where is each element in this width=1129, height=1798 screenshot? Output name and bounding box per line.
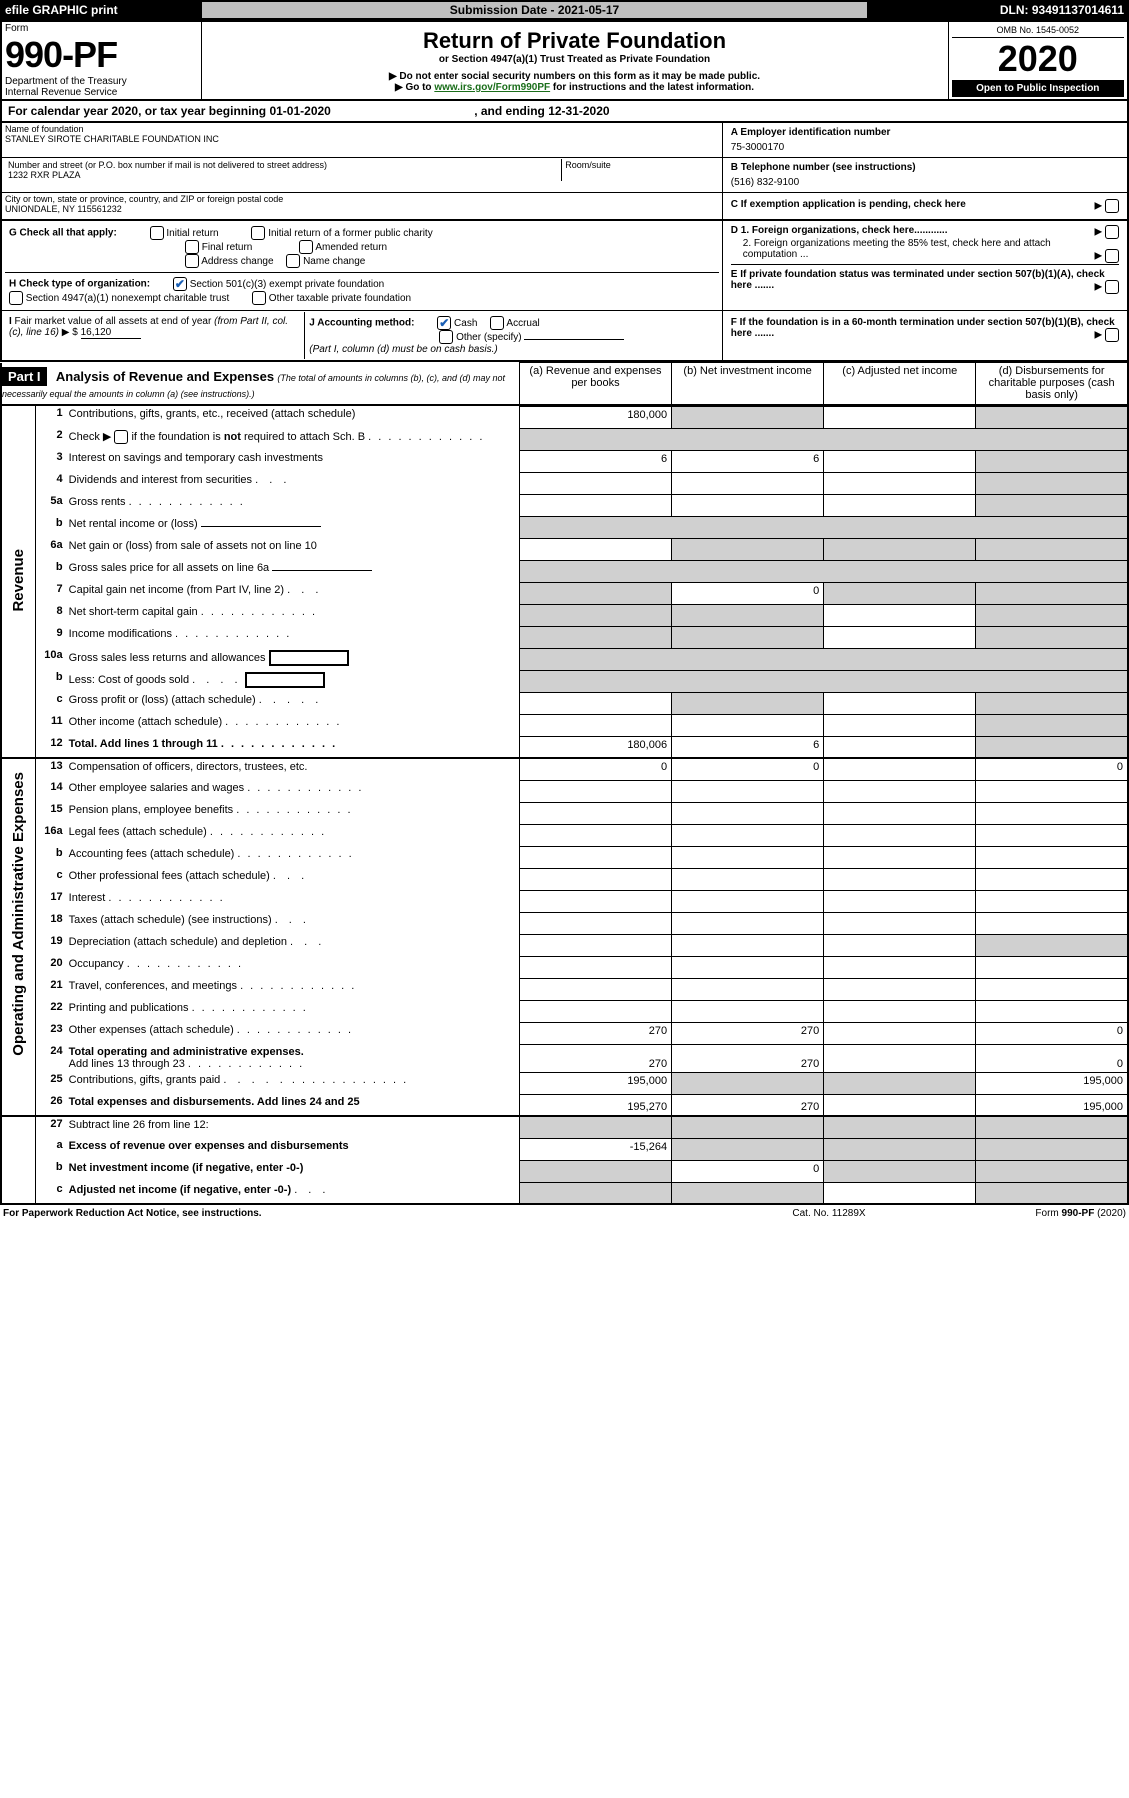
col-c: (c) Adjusted net income (824, 363, 976, 405)
cell-a: 180,000 (519, 406, 671, 428)
col-b: (b) Net investment income (672, 363, 824, 405)
footer-right: Form 990-PF (2020) (929, 1207, 1129, 1220)
j-label: J Accounting method: (309, 318, 414, 329)
footer-left: For Paperwork Reduction Act Notice, see … (0, 1207, 729, 1220)
calendar-year-line: For calendar year 2020, or tax year begi… (0, 101, 1129, 123)
tax-year: 2020 (952, 38, 1125, 80)
cell-b (672, 406, 824, 428)
irs: Internal Revenue Service (5, 87, 198, 98)
city: UNIONDALE, NY 115561232 (5, 204, 719, 214)
part1-title: Analysis of Revenue and Expenses (56, 369, 274, 384)
d2: 2. Foreign organizations meeting the 85%… (743, 238, 1119, 260)
ein-value: 75-3000170 (731, 142, 1119, 153)
h-opt-3[interactable]: Other taxable private foundation (252, 293, 411, 304)
form-label: Form (5, 23, 198, 34)
cal-pre: For calendar year 2020, or tax year begi… (8, 104, 269, 118)
h-opt-2[interactable]: Section 4947(a)(1) nonexempt charitable … (9, 293, 229, 304)
i-label: I (9, 316, 12, 327)
dln: DLN: 93491137014611 (868, 1, 1128, 19)
note2-pre: ▶ Go to (395, 82, 434, 93)
c-label: C If exemption application is pending, c… (731, 199, 966, 210)
form-subtitle: or Section 4947(a)(1) Trust Treated as P… (208, 54, 942, 65)
checkbox-d2[interactable] (1105, 249, 1119, 263)
form-title: Return of Private Foundation (208, 28, 942, 54)
g-opt-2[interactable]: Address change (185, 256, 274, 267)
j-cash[interactable]: ✔ Cash (437, 318, 477, 329)
city-label: City or town, state or province, country… (5, 194, 719, 204)
row-desc: Contributions, gifts, grants, etc., rece… (69, 406, 520, 428)
g-opt-5[interactable]: Name change (286, 256, 365, 267)
dept: Department of the Treasury (5, 76, 198, 87)
omb: OMB No. 1545-0052 (952, 23, 1125, 38)
form-header: Form 990-PF Department of the Treasury I… (0, 20, 1129, 101)
efile-label: efile GRAPHIC print (1, 1, 201, 19)
phone-value: (516) 832-9100 (731, 177, 1119, 188)
foundation-name: STANLEY SIROTE CHARITABLE FOUNDATION INC (5, 134, 719, 144)
cal-begin: 01-01-2020 (269, 104, 330, 118)
g-opt-3[interactable]: Initial return of a former public charit… (251, 228, 432, 239)
note1: ▶ Do not enter social security numbers o… (208, 71, 942, 82)
j-accrual[interactable]: Accrual (490, 318, 540, 329)
name-label: Name of foundation (5, 124, 719, 134)
addr: 1232 RXR PLAZA (8, 170, 558, 180)
checkbox-f[interactable] (1105, 328, 1119, 342)
cal-end: 12-31-2020 (548, 104, 609, 118)
open-inspection: Open to Public Inspection (952, 80, 1125, 97)
form990pf-link[interactable]: www.irs.gov/Form990PF (434, 82, 550, 93)
page-footer: For Paperwork Reduction Act Notice, see … (0, 1207, 1129, 1220)
note2: ▶ Go to www.irs.gov/Form990PF for instru… (208, 82, 942, 93)
submission-date: Submission Date - 2021-05-17 (201, 1, 868, 19)
addr-label: Number and street (or P.O. box number if… (8, 160, 558, 170)
col-a: (a) Revenue and expenses per books (519, 363, 671, 405)
row-num: 1 (35, 406, 68, 428)
g-label: G Check all that apply: (9, 228, 117, 239)
identity-block: Name of foundation STANLEY SIROTE CHARIT… (0, 123, 1129, 221)
part1-grid: Revenue 1 Contributions, gifts, grants, … (0, 406, 1129, 1206)
room-label: Room/suite (562, 159, 719, 181)
j-note: (Part I, column (d) must be on cash basi… (309, 344, 497, 355)
g-opt-0[interactable]: Initial return (150, 228, 219, 239)
j-other[interactable]: Other (specify) (439, 332, 521, 343)
revenue-label: Revenue (8, 545, 29, 616)
checks-block: G Check all that apply: Initial return I… (0, 221, 1129, 362)
f-line: F If the foundation is in a 60-month ter… (722, 311, 1128, 362)
h-label: H Check type of organization: (9, 279, 150, 290)
schb-checkbox[interactable] (114, 430, 128, 444)
part1-label: Part I (2, 367, 47, 386)
note2-post: for instructions and the latest informat… (550, 82, 754, 93)
cell-d (976, 406, 1128, 428)
part1-header: Part I Analysis of Revenue and Expenses … (0, 362, 1129, 406)
col-d: (d) Disbursements for charitable purpose… (976, 363, 1128, 405)
top-bar: efile GRAPHIC print Submission Date - 20… (0, 0, 1129, 20)
phone-label: B Telephone number (see instructions) (731, 162, 1119, 173)
checkbox-c[interactable] (1105, 199, 1119, 213)
footer-mid: Cat. No. 11289X (729, 1207, 929, 1220)
cal-mid: , and ending (474, 104, 548, 118)
d1: D 1. Foreign organizations, check here..… (731, 225, 1119, 236)
ein-label: A Employer identification number (731, 127, 1119, 138)
expenses-label: Operating and Administrative Expenses (8, 768, 29, 1060)
g-opt-4[interactable]: Amended return (299, 242, 387, 253)
cell-c (824, 406, 976, 428)
g-opt-1[interactable]: Final return (185, 242, 252, 253)
checkbox-d1[interactable] (1105, 225, 1119, 239)
checkbox-e[interactable] (1105, 280, 1119, 294)
h-opt-1[interactable]: ✔ Section 501(c)(3) exempt private found… (173, 279, 384, 290)
e-line: E If private foundation status was termi… (731, 264, 1119, 291)
form-number: 990-PF (5, 34, 198, 76)
fmv-value: 16,120 (81, 327, 141, 339)
